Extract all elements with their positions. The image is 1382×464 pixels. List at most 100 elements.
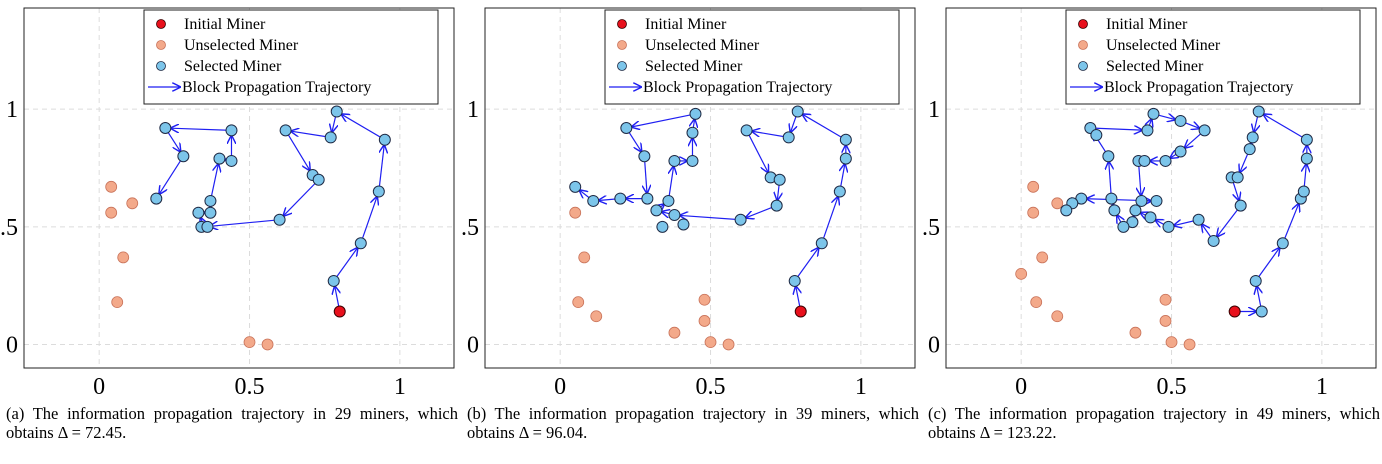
trajectory-arrow bbox=[1254, 114, 1258, 132]
initial-miner-point bbox=[333, 305, 346, 318]
legend-unselected-label: Unselected Miner bbox=[184, 37, 299, 54]
selected-miner-point bbox=[1174, 145, 1187, 158]
y-tick-label: 1 bbox=[6, 97, 18, 123]
trajectory-arrow bbox=[746, 206, 774, 218]
selected-miner-point bbox=[1246, 131, 1259, 144]
y-tick-label: 1 bbox=[928, 97, 940, 123]
selected-miner-point bbox=[1117, 220, 1130, 233]
selected-miner-point bbox=[1162, 220, 1175, 233]
y-tick-label: 0 bbox=[467, 332, 479, 358]
selected-miner-point bbox=[1108, 204, 1121, 217]
unselected-miner-point bbox=[1027, 180, 1040, 193]
unselected-miner-point bbox=[126, 197, 139, 210]
selected-miner-point bbox=[839, 133, 852, 146]
selected-miner-point bbox=[1060, 204, 1073, 217]
unselected-miner-point bbox=[1129, 326, 1142, 339]
trajectory-arrow bbox=[1217, 207, 1240, 236]
unselected-miner-point bbox=[105, 180, 118, 193]
legend-frame bbox=[143, 9, 439, 105]
selected-miner-point bbox=[740, 124, 753, 137]
trajectory-arrow bbox=[627, 130, 641, 152]
trajectory-arrow bbox=[599, 199, 618, 201]
trajectory-arrow bbox=[171, 128, 229, 130]
selected-miner-point bbox=[225, 124, 238, 137]
trajectory-arrow bbox=[335, 286, 339, 309]
y-tick-label: 0.5 bbox=[0, 215, 18, 241]
selected-miner-point bbox=[1255, 305, 1268, 318]
legend-trajectory-label: Block Propagation Trajectory bbox=[643, 79, 832, 96]
trajectory-arrow bbox=[840, 164, 844, 189]
selected-miner-point bbox=[839, 152, 852, 165]
trajectory-arrow bbox=[210, 219, 277, 226]
unselected-miner-point bbox=[105, 206, 118, 219]
trajectory-arrow bbox=[1263, 114, 1305, 139]
x-tick-label: 0 bbox=[93, 374, 105, 400]
plot-frame bbox=[484, 7, 916, 369]
selected-miner-point bbox=[782, 131, 795, 144]
selected-miner-point bbox=[330, 105, 343, 118]
selected-miner-point bbox=[1231, 171, 1244, 184]
legend-selected-swatch bbox=[617, 61, 627, 71]
trajectory-arrow bbox=[1183, 122, 1200, 128]
unselected-miner-point bbox=[698, 293, 711, 306]
legend-initial-label: Initial Miner bbox=[645, 16, 727, 33]
selected-miner-point bbox=[569, 180, 582, 193]
selected-miner-point bbox=[734, 213, 747, 226]
legend-selected-swatch bbox=[1078, 61, 1088, 71]
legend-unselected-label: Unselected Miner bbox=[1106, 37, 1221, 54]
selected-miner-point bbox=[1300, 152, 1313, 165]
selected-miner-point bbox=[656, 220, 669, 233]
chart-b: 0 0.5 1 0 0.5 1 Initial Miner Unselected Miner S… bbox=[461, 7, 916, 400]
caption-c: (c) The information propagation trajecto… bbox=[928, 404, 1380, 442]
unselected-miner-point bbox=[117, 251, 130, 264]
selected-miner-point bbox=[668, 209, 681, 222]
trajectory-arrow bbox=[645, 159, 647, 194]
unselected-miner-point bbox=[590, 310, 603, 323]
selected-miner-point bbox=[791, 105, 804, 118]
selected-miner-point bbox=[668, 154, 681, 167]
selected-miner-point bbox=[204, 206, 217, 219]
unselected-miner-point bbox=[1015, 267, 1028, 280]
trajectory-arrow bbox=[1093, 128, 1142, 130]
selected-miner-point bbox=[1150, 194, 1163, 207]
legend-initial-swatch bbox=[1078, 19, 1088, 29]
trajectory-arrow bbox=[1232, 180, 1239, 201]
x-tick-label: 1 bbox=[1316, 374, 1328, 400]
selected-miner-point bbox=[1090, 129, 1103, 142]
selected-miner-point bbox=[1243, 143, 1256, 156]
legend-selected-swatch bbox=[156, 61, 166, 71]
selected-miner-point bbox=[641, 192, 654, 205]
trajectory-arrow bbox=[166, 130, 180, 152]
selected-miner-point bbox=[1141, 124, 1154, 137]
selected-miner-point bbox=[327, 274, 340, 287]
trajectory-arrow bbox=[680, 215, 738, 219]
unselected-miner-point bbox=[578, 251, 591, 264]
plot-frame bbox=[23, 7, 455, 369]
selected-miner-point bbox=[372, 185, 385, 198]
unselected-miner-point bbox=[1159, 315, 1172, 327]
selected-miner-point bbox=[689, 107, 702, 120]
selected-miner-point bbox=[1147, 107, 1160, 120]
selected-miner-point bbox=[1198, 124, 1211, 137]
trajectory-arrow bbox=[283, 181, 317, 216]
selected-miner-point bbox=[177, 150, 190, 163]
selected-miner-point bbox=[273, 213, 286, 226]
selected-miner-point bbox=[1144, 211, 1157, 224]
legend-selected-label: Selected Miner bbox=[645, 58, 743, 75]
legend-initial-swatch bbox=[156, 19, 166, 29]
selected-miner-point bbox=[587, 194, 600, 207]
x-tick-label: 1 bbox=[394, 374, 406, 400]
trajectory-arrow bbox=[361, 197, 377, 241]
unselected-miner-point bbox=[668, 326, 681, 339]
unselected-miner-point bbox=[243, 336, 256, 349]
unselected-miner-point bbox=[261, 338, 274, 351]
trajectory-arrow bbox=[1202, 224, 1213, 239]
selected-miner-point bbox=[1174, 114, 1187, 127]
trajectory-arrow bbox=[341, 114, 383, 139]
legend-initial-swatch bbox=[617, 19, 627, 29]
legend-unselected-label: Unselected Miner bbox=[645, 37, 760, 54]
chart-c: 0 0.5 1 0 0.5 1 Initial Miner Unselected Miner S… bbox=[922, 7, 1377, 400]
trajectory-arrow bbox=[1174, 221, 1196, 226]
trajectory-arrow bbox=[1240, 151, 1249, 172]
x-tick-label: 0.5 bbox=[235, 374, 265, 400]
